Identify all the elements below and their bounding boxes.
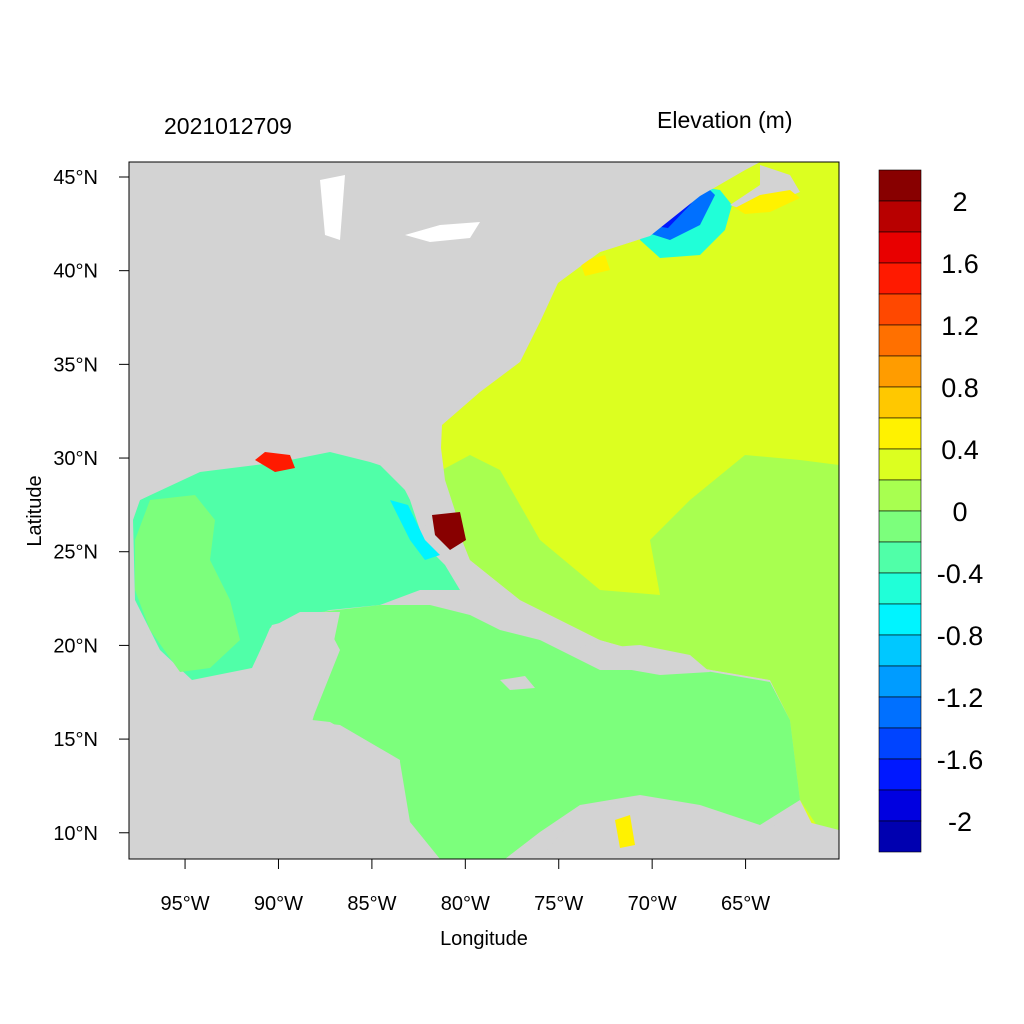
yucatan-central-america	[129, 600, 400, 859]
variable-label: Elevation (m)	[657, 107, 793, 133]
colorbar-tick-label: -2	[948, 807, 972, 837]
colorbar-bin	[878, 727, 922, 760]
west-florida-shelf	[390, 500, 440, 560]
colorbar-tick-label: -1.6	[937, 745, 984, 775]
y-axis-label: Latitude	[24, 475, 46, 546]
colorbar-tick-label: 2	[952, 187, 967, 217]
x-tick-label: 65°W	[721, 893, 770, 915]
south-florida-surge	[432, 512, 466, 550]
cuba	[380, 590, 600, 648]
date-label: 2021012709	[164, 113, 292, 139]
jamaica	[500, 676, 535, 690]
colorbar-tick-label: 1.2	[941, 311, 979, 341]
y-tick-label: 30°N	[53, 448, 98, 470]
colorbar-bin	[878, 324, 922, 357]
colorbar-bin	[878, 758, 922, 791]
colorbar-tick-label: -1.2	[937, 683, 984, 713]
colorbar-bin	[878, 448, 922, 481]
plot-frame	[128, 161, 840, 860]
colorbar-bin	[878, 510, 922, 543]
colorbar-tick-label: 0.8	[941, 373, 979, 403]
y-tick-label: 40°N	[53, 261, 98, 283]
colorbar-bin	[878, 541, 922, 574]
colorbar-bin	[878, 634, 922, 667]
colorbar-bin	[878, 293, 922, 326]
colorbar-bin	[878, 231, 922, 264]
y-tick-label: 20°N	[53, 635, 98, 657]
caribbean-sea	[312, 600, 800, 859]
nova-scotia-shelf	[735, 190, 800, 214]
colorbar-tick-label: -0.8	[937, 621, 984, 651]
colorbar-tick-label: 1.6	[941, 249, 979, 279]
colorbar-bin	[878, 169, 922, 202]
colorbar-bin	[878, 262, 922, 295]
atlantic-ocean	[440, 162, 839, 859]
western-gulf-shelf	[135, 495, 240, 672]
colorbar-tick-label: 0	[952, 497, 967, 527]
colorbar-bin	[878, 479, 922, 512]
x-tick-label: 85°W	[347, 893, 396, 915]
y-tick-label: 15°N	[53, 729, 98, 751]
x-tick-label: 80°W	[441, 893, 490, 915]
colorbar-bin	[878, 200, 922, 233]
y-tick-label: 45°N	[53, 167, 98, 189]
colorbar-bin	[878, 417, 922, 450]
x-tick-label: 70°W	[628, 893, 677, 915]
y-tick-label: 10°N	[53, 823, 98, 845]
hispaniola	[600, 645, 710, 675]
colorbar-tick-label: 0.4	[941, 435, 979, 465]
colorbar-bin	[878, 603, 922, 636]
venezuela-gulf	[615, 815, 635, 848]
colorbar-bin	[878, 789, 922, 822]
x-axis-label: Longitude	[440, 928, 528, 950]
y-tick-label: 35°N	[53, 354, 98, 376]
atlantic-bulge	[595, 455, 640, 500]
nova-scotia	[730, 165, 800, 212]
colorbar-bin	[878, 665, 922, 698]
colorbar-bin	[878, 386, 922, 419]
sw-atlantic-region	[442, 455, 839, 859]
x-tick-label: 75°W	[534, 893, 583, 915]
louisiana-surge	[255, 452, 295, 472]
y-tick-label: 25°N	[53, 542, 98, 564]
south-america	[540, 798, 839, 859]
x-tick-label: 90°W	[254, 893, 303, 915]
great-lakes	[320, 175, 480, 242]
colorbar-bin	[878, 820, 922, 853]
x-tick-label: 95°W	[160, 893, 209, 915]
colorbar-bin	[878, 696, 922, 729]
colorbar-bin	[878, 572, 922, 605]
colorbar-bin	[878, 355, 922, 388]
gulf-coast-land	[129, 162, 760, 520]
colorbar-tick-label: -0.4	[937, 559, 984, 589]
